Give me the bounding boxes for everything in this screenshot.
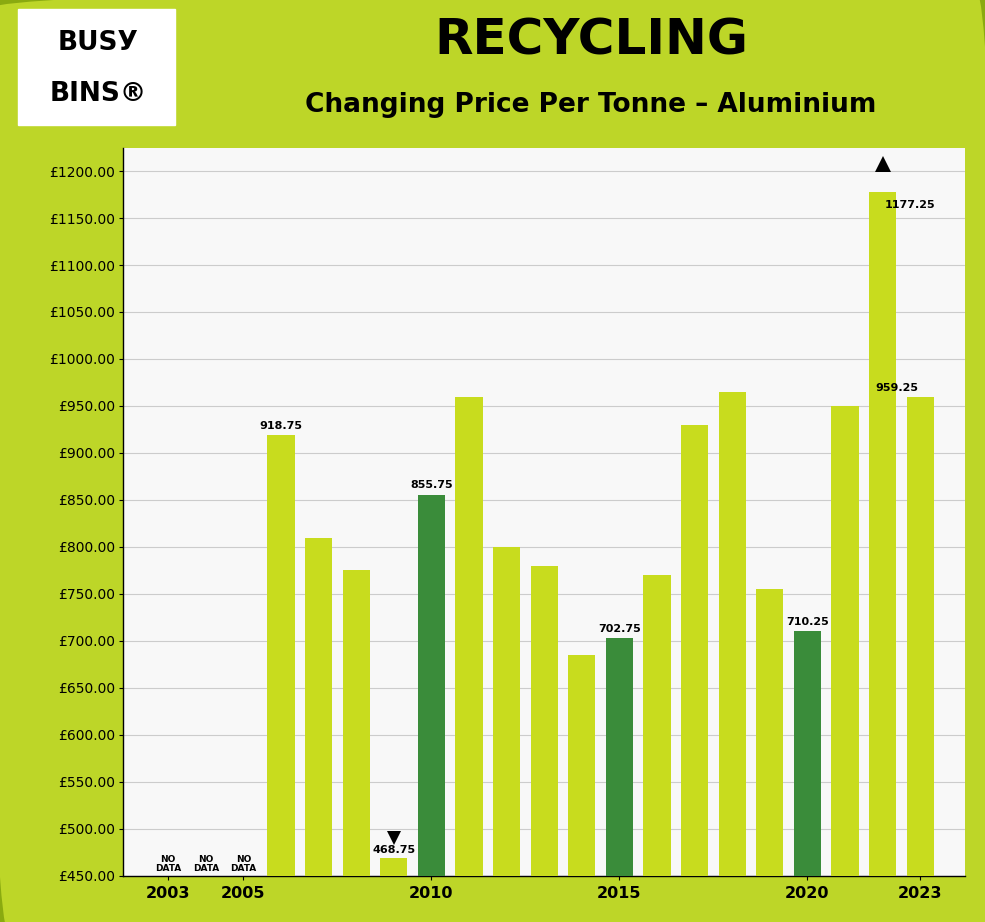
Bar <box>794 632 821 876</box>
Bar <box>493 547 520 876</box>
Bar <box>869 193 896 876</box>
Bar <box>756 589 783 876</box>
Text: 1177.25: 1177.25 <box>885 200 935 210</box>
Text: 918.75: 918.75 <box>259 420 302 431</box>
Bar <box>531 566 558 876</box>
Text: 468.75: 468.75 <box>372 845 416 855</box>
Bar <box>719 392 746 876</box>
Text: NO
DATA: NO DATA <box>193 855 219 873</box>
Text: 710.25: 710.25 <box>786 617 828 627</box>
Bar <box>831 406 859 876</box>
Text: NO
DATA: NO DATA <box>155 855 181 873</box>
Bar <box>681 425 708 876</box>
Bar <box>568 655 595 876</box>
Bar <box>305 538 332 876</box>
Bar <box>343 571 369 876</box>
Text: 702.75: 702.75 <box>598 623 641 633</box>
Text: Changing Price Per Tonne – Aluminium: Changing Price Per Tonne – Aluminium <box>305 92 877 118</box>
Bar <box>906 397 934 876</box>
Bar <box>268 435 295 876</box>
Text: 855.75: 855.75 <box>410 479 453 490</box>
Text: RECYCLING: RECYCLING <box>434 17 748 65</box>
Bar <box>606 638 633 876</box>
Bar <box>455 396 483 876</box>
Text: 959.25: 959.25 <box>876 383 918 393</box>
Bar <box>418 494 445 876</box>
Text: NO
DATA: NO DATA <box>230 855 256 873</box>
Text: BUSУ: BUSУ <box>58 30 139 56</box>
Bar <box>380 858 408 876</box>
Text: BINS®: BINS® <box>50 81 147 107</box>
FancyBboxPatch shape <box>18 9 175 125</box>
Bar <box>643 575 671 876</box>
